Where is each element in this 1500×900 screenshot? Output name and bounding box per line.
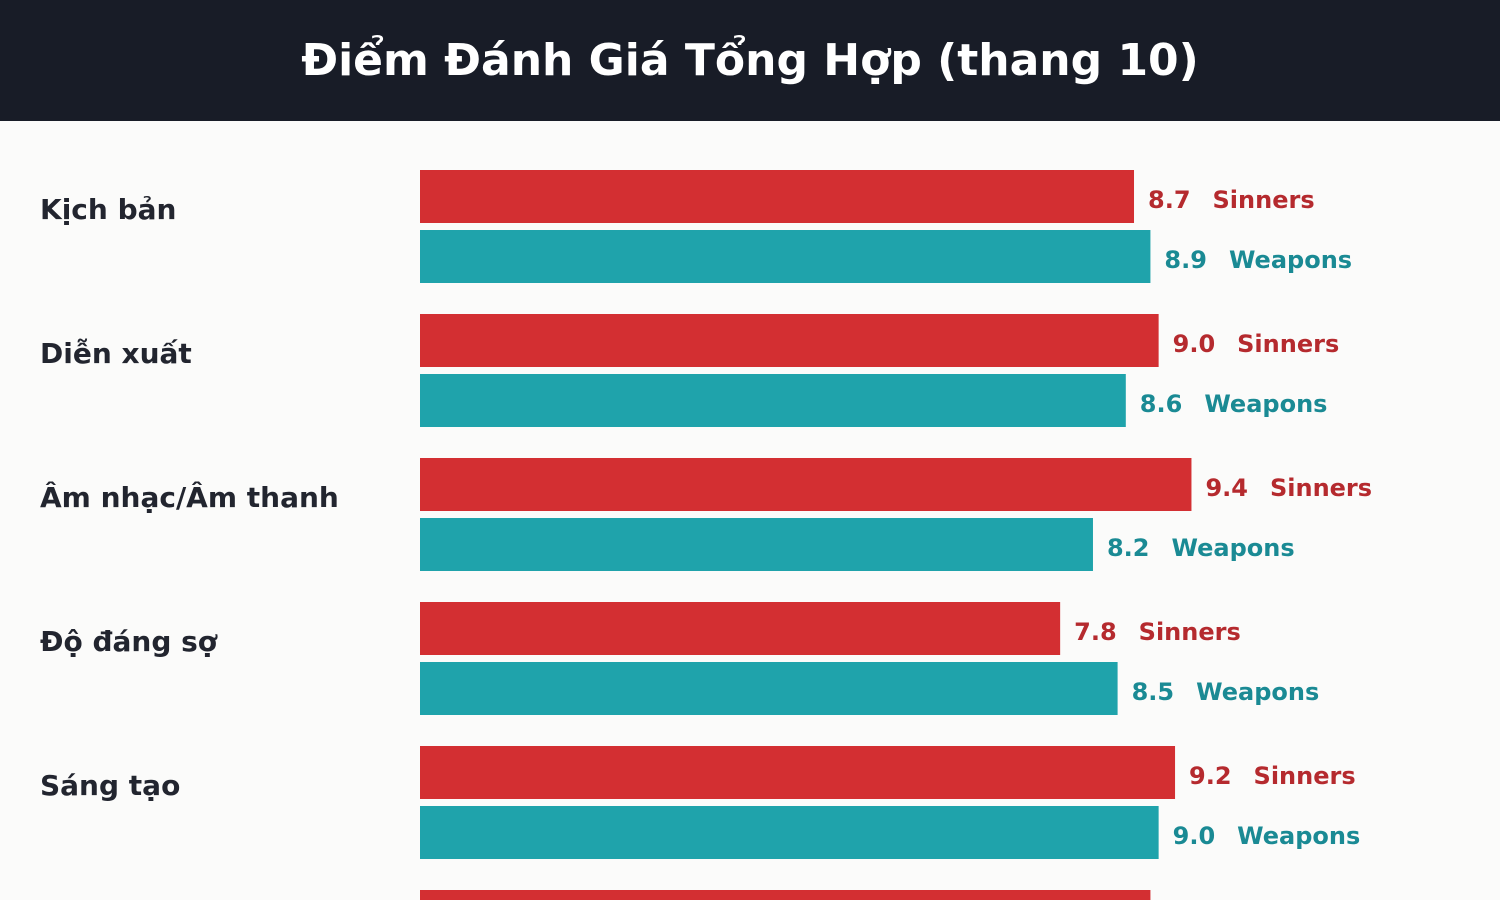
series-name: Sinners [1237, 330, 1339, 358]
value-number: 9.4 [1205, 474, 1248, 502]
bar [420, 602, 1061, 655]
value-number: 8.2 [1107, 534, 1150, 562]
value-number: 8.9 [1164, 246, 1207, 274]
series-name: Sinners [1270, 474, 1372, 502]
bar [420, 230, 1151, 283]
value-number: 9.0 [1173, 330, 1216, 358]
value-label: 9.0 Weapons [1173, 822, 1361, 850]
series-name: Sinners [1254, 762, 1356, 790]
category-label: Diễn xuất [40, 337, 192, 370]
series-name: Sinners [1139, 618, 1241, 646]
value-number: 9.0 [1173, 822, 1216, 850]
bar [420, 170, 1135, 223]
category-label: Sáng tạo [40, 769, 180, 802]
value-number: 8.7 [1148, 186, 1191, 214]
series-name: Weapons [1237, 822, 1360, 850]
value-number: 9.2 [1189, 762, 1232, 790]
bar [420, 374, 1126, 427]
value-number: 8.5 [1132, 678, 1175, 706]
value-label: 9.2 Sinners [1189, 762, 1356, 790]
bar [420, 662, 1118, 715]
series-name: Sinners [1213, 186, 1315, 214]
value-label: 7.8 Sinners [1074, 618, 1241, 646]
value-label: 9.0 Sinners [1173, 330, 1340, 358]
value-label: 9.4 Sinners [1205, 474, 1372, 502]
chart-title: Điểm Đánh Giá Tổng Hợp (thang 10) [301, 34, 1199, 86]
value-label: 8.9 Weapons [1164, 246, 1352, 274]
header [0, 0, 1500, 121]
bar [420, 314, 1159, 367]
series-name: Weapons [1229, 246, 1352, 274]
value-label: 8.7 Sinners [1148, 186, 1315, 214]
bar [420, 518, 1093, 571]
bar [420, 458, 1192, 511]
series-name: Weapons [1204, 390, 1327, 418]
category-label: Kịch bản [40, 193, 176, 226]
value-label: 8.2 Weapons [1107, 534, 1295, 562]
bar [420, 806, 1159, 859]
category-label: Âm nhạc/Âm thanh [40, 480, 339, 514]
value-number: 8.6 [1140, 390, 1183, 418]
series-name: Weapons [1171, 534, 1294, 562]
value-label: 8.5 Weapons [1132, 678, 1320, 706]
series-name: Weapons [1196, 678, 1319, 706]
category-label: Độ đáng sợ [40, 625, 218, 658]
bar [420, 890, 1151, 900]
value-number: 7.8 [1074, 618, 1117, 646]
bar [420, 746, 1176, 799]
value-label: 8.6 Weapons [1140, 390, 1328, 418]
